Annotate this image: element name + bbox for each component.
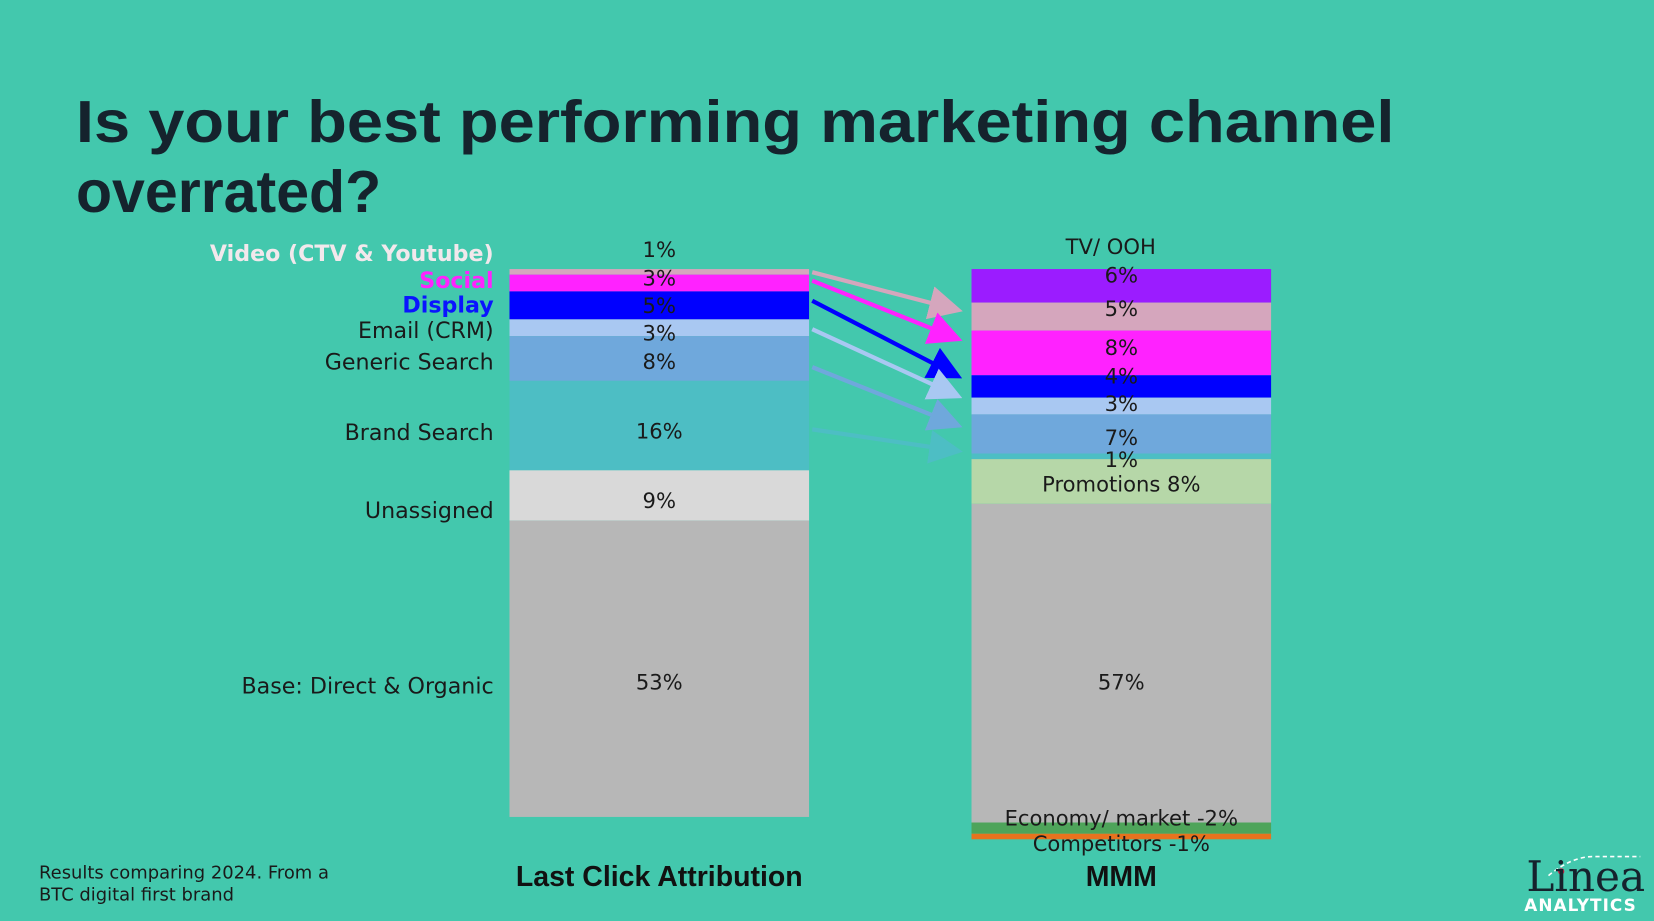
value-label: 8% [643,349,676,374]
bar-segment [971,453,1272,460]
value-label: 9% [643,488,676,513]
logo-name: Linea [1526,852,1645,901]
arrow [811,270,963,320]
value-label: 3% [643,320,676,345]
segment-name: Generic Search [325,349,494,375]
bar-segment [509,269,810,275]
value-label: 3% [643,266,676,291]
category-label: Last Click Attribution [516,861,803,893]
segment-name: Base: Direct & Organic [241,673,493,699]
value-label: 3% [1105,391,1138,416]
value-label: 6% [1105,262,1138,287]
bar-segment [971,822,1272,834]
arrows [811,270,963,464]
value-label: 5% [643,293,676,318]
footnote: Results comparing 2024. From a [39,862,329,883]
segment-name: Unassigned [365,498,494,524]
bar-segment [509,336,810,381]
bar-segment [971,302,1272,331]
title: overrated? [76,159,381,225]
logo-dot [1558,868,1565,875]
arrow [811,278,963,344]
segment-name: Social [419,268,493,294]
segment-name: Brand Search [345,420,494,446]
value-label: 1% [1105,447,1138,472]
bar-segment [971,833,1272,840]
bar-segment [509,520,810,817]
bar-segment [971,269,1272,303]
arrow [811,427,963,464]
arrow [811,298,963,379]
value-label: 53% [636,670,683,695]
value-label: 57% [1098,670,1145,695]
bar-segment [509,380,810,471]
value-label: Economy/ market -2% [1005,806,1238,831]
bar-segment [509,291,810,320]
segment-name: Display [402,292,494,318]
bar-segment [971,375,1272,398]
bar-segment [971,414,1272,454]
bar-segment [509,319,810,337]
value-label: 16% [636,419,683,444]
bar-segment [509,274,810,292]
segment-name: Email (CRM) [358,318,494,344]
segment-name: Video (CTV & Youtube) [210,241,494,267]
value-label: 4% [1105,364,1138,389]
bar-segment [971,459,1272,504]
bar-segment [971,397,1272,415]
value-label: 8% [1105,335,1138,360]
bar-segment [971,503,1272,823]
segment-name: TV/ OOH [1065,234,1156,259]
value-label: 5% [1105,296,1138,321]
arrow [811,365,963,431]
value-label: Competitors -1% [1033,831,1210,856]
bar-segment [509,470,810,521]
logo-line [1548,855,1641,877]
value-label: 7% [1105,425,1138,450]
logo-subtitle: ANALYTICS [1524,895,1637,915]
title: Is your best performing marketing channe… [76,89,1395,155]
value-label: Promotions 8% [1042,471,1200,496]
value-label: 1% [643,237,676,262]
footnote: BTC digital first brand [39,885,234,906]
logo: Linea ANALYTICS [1524,852,1645,915]
arrow [811,327,963,400]
bar-segment [971,330,1272,376]
category-label: MMM [1086,861,1157,893]
